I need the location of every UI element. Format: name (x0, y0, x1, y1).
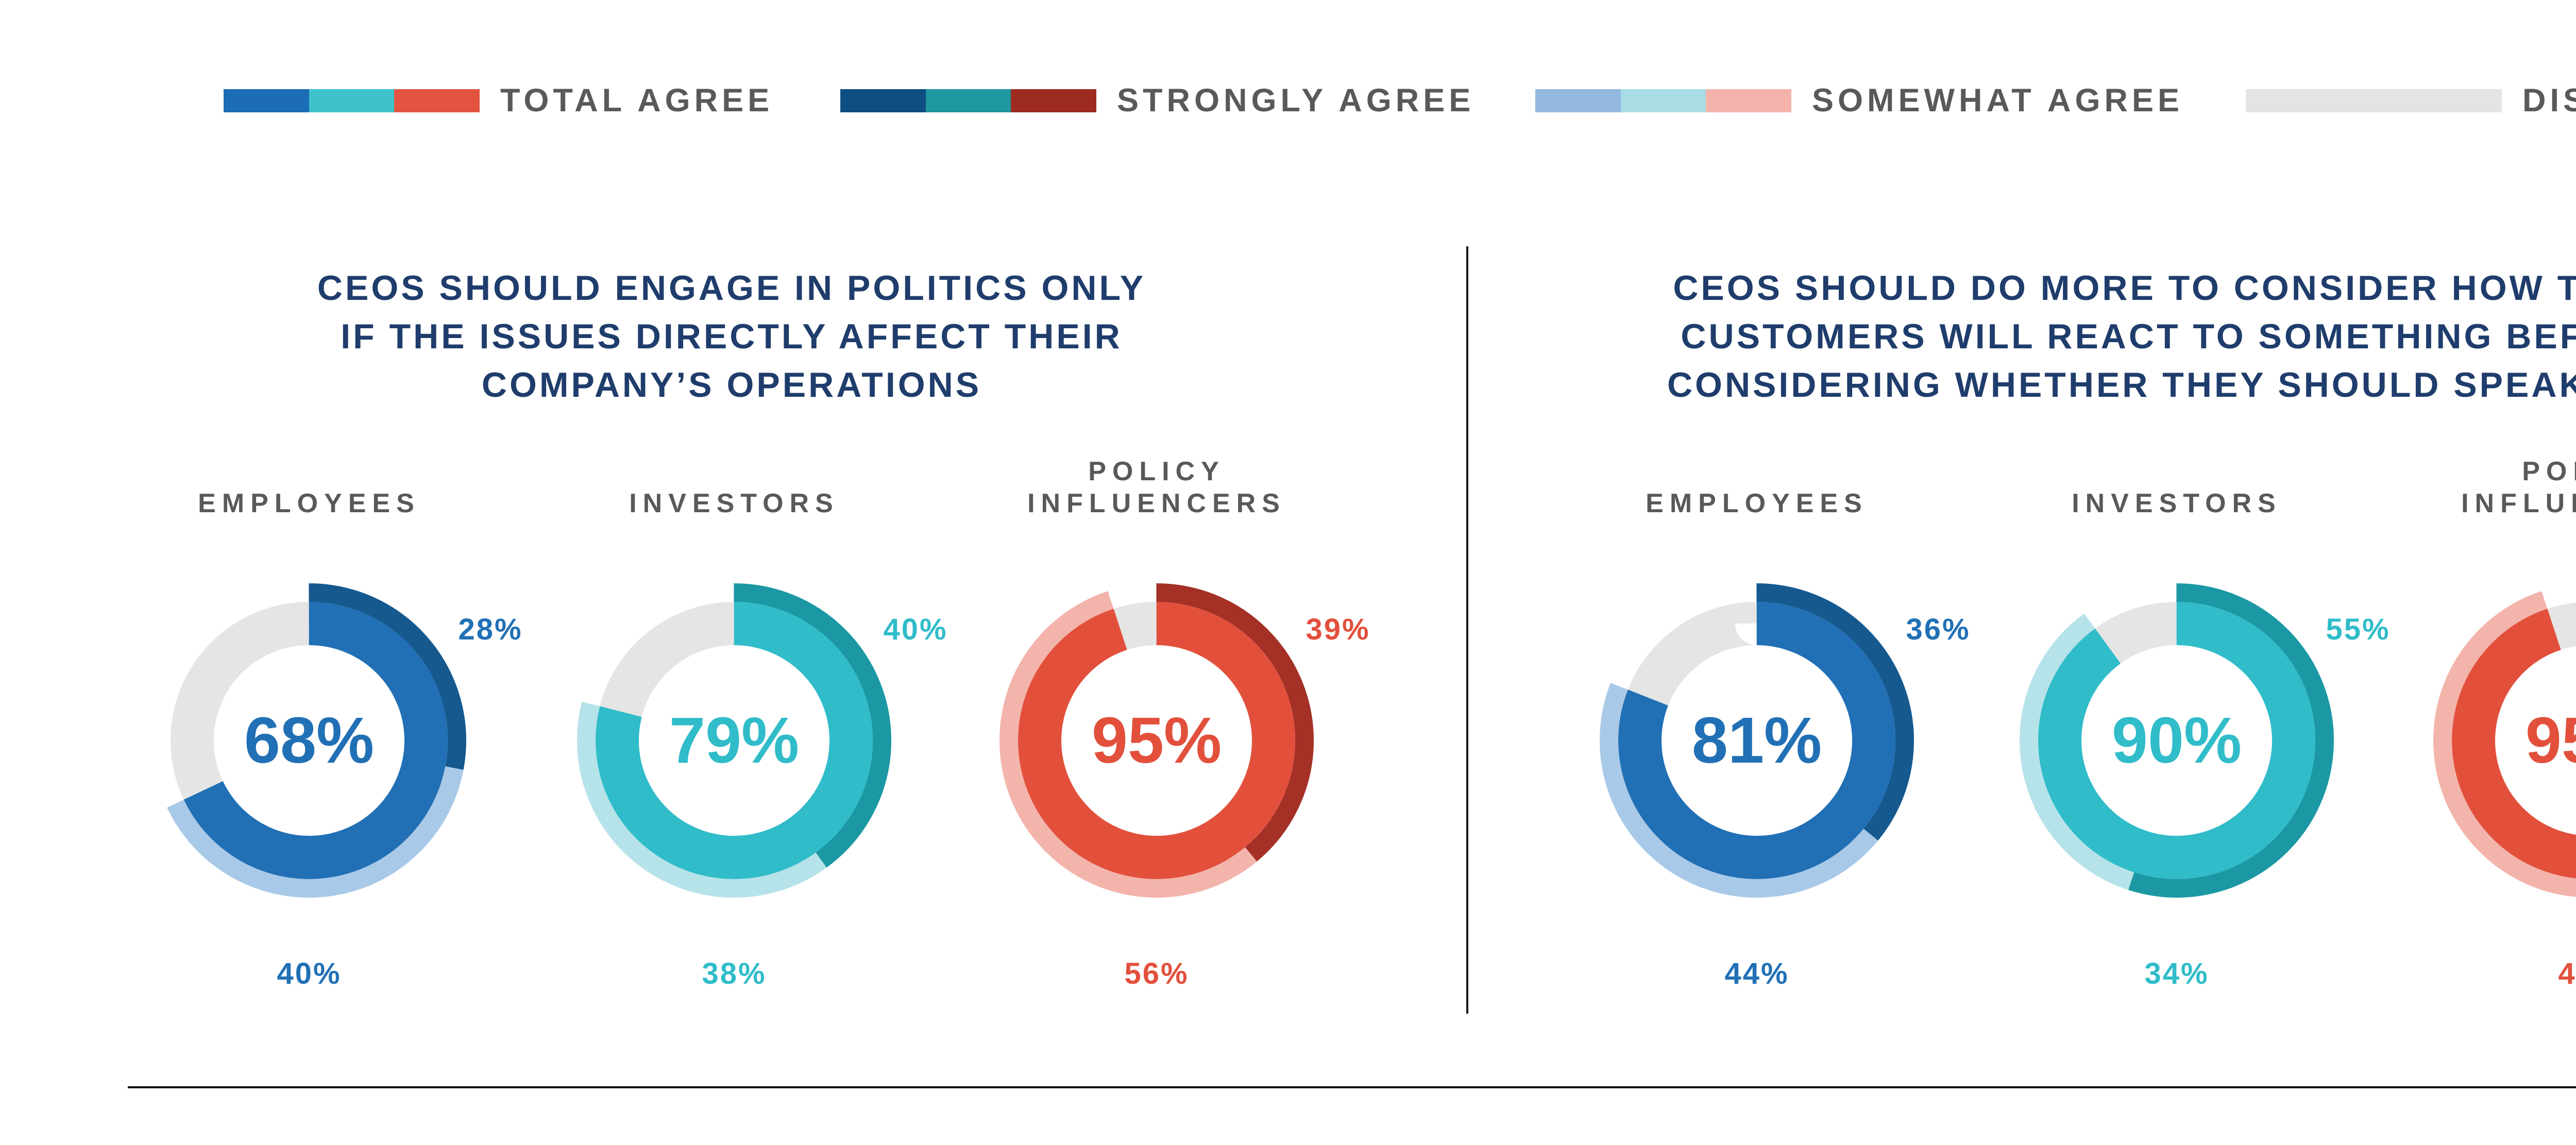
donut-customers-investors: INVESTORS 90% 55% 34% (1996, 0, 2389, 1145)
total-agree-arc (2038, 602, 2315, 879)
swatch-segment (1011, 89, 1097, 112)
donut-politics-policy-influencers: POLICY INFLUENCERS 95% 39% 56% (976, 0, 1369, 1145)
legend-swatch-total-agree (224, 89, 480, 112)
audience-label: POLICY INFLUENCERS (976, 428, 1337, 519)
right-panel-title: CEOS SHOULD DO MORE TO CONSIDER HOW THEI… (1530, 264, 2576, 409)
swatch-segment (224, 89, 309, 112)
donut-chart (2433, 583, 2576, 898)
audience-label: EMPLOYEES (1577, 428, 1937, 519)
total-agree-arc (171, 602, 448, 879)
total-agree-value: 79% (669, 704, 800, 777)
strongly-agree-value: 55% (2326, 613, 2391, 646)
audience-label: INVESTORS (1996, 428, 2357, 519)
legend-swatch-somewhat-agree (1535, 89, 1792, 112)
donut-chart (999, 583, 1314, 898)
swatch-segment (1535, 89, 1621, 112)
somewhat-agree-arc (577, 583, 891, 898)
strongly-agree-value: 28% (458, 613, 523, 646)
audience-label-line: INVESTORS (2072, 489, 2282, 518)
strongly-agree-value: 36% (1906, 613, 1971, 646)
title-line: IF THE ISSUES DIRECTLY AFFECT THEIR (341, 317, 1123, 356)
left-panel-title: CEOS SHOULD ENGAGE IN POLITICS ONLY IF T… (88, 264, 1376, 409)
audience-label: INVESTORS (554, 428, 914, 519)
total-agree-value: 81% (1691, 704, 1822, 777)
strongly-agree-value: 39% (1306, 613, 1370, 646)
audience-label-line: POLICY (2522, 457, 2576, 486)
somewhat-agree-arc (2020, 583, 2334, 898)
swatch-segment (2416, 89, 2502, 112)
donut-chart (152, 583, 466, 898)
audience-label-line: INVESTORS (629, 489, 839, 518)
legend-swatch-strongly-agree (840, 89, 1097, 112)
legend-label: TOTAL AGREE (500, 82, 774, 119)
strongly-agree-value: 40% (883, 613, 948, 646)
bottom-rule (128, 1086, 2576, 1088)
strongly-agree-arc (577, 583, 891, 898)
somewhat-agree-value: 40% (277, 957, 342, 990)
total-agree-arc (1018, 602, 1295, 879)
somewhat-agree-arc (1600, 583, 1914, 898)
audience-label-line: INFLUENCERS (2461, 489, 2576, 518)
legend-swatch-disagree (2246, 89, 2502, 112)
panel-divider (1466, 246, 1468, 1014)
somewhat-agree-arc (152, 583, 466, 898)
audience-label-line: EMPLOYEES (1646, 489, 1868, 518)
swatch-segment (1706, 89, 1792, 112)
donut-politics-employees: EMPLOYEES 68% 28% 40% (129, 0, 521, 1145)
total-agree-value: 90% (2111, 704, 2242, 777)
strongly-agree-arc (152, 583, 466, 898)
audience-label: EMPLOYEES (129, 428, 489, 519)
audience-label-line: EMPLOYEES (198, 489, 420, 518)
audience-label-line: INFLUENCERS (1027, 489, 1286, 518)
somewhat-agree-value: 34% (2144, 957, 2209, 990)
title-line: CEOS SHOULD ENGAGE IN POLITICS ONLY (317, 268, 1146, 308)
somewhat-agree-value: 56% (1124, 957, 1189, 990)
strongly-agree-arc (2020, 583, 2334, 898)
total-agree-value: 95% (1091, 704, 1222, 777)
total-agree-value: 68% (244, 704, 375, 777)
legend-item-strongly-agree: STRONGLY AGREE (840, 82, 1475, 119)
donut-politics-investors: INVESTORS 79% 40% 38% (554, 0, 946, 1145)
somewhat-agree-arc (999, 583, 1314, 898)
legend-label: STRONGLY AGREE (1117, 82, 1475, 119)
total-agree-arc (2452, 602, 2576, 879)
legend-item-disagree: DISAGREE (2246, 82, 2576, 119)
legend-item-somewhat-agree: SOMEWHAT AGREE (1535, 82, 2183, 119)
somewhat-agree-value: 38% (702, 957, 767, 990)
strongly-agree-arc (999, 583, 1314, 898)
somewhat-agree-arc (2433, 583, 2576, 898)
legend-label: DISAGREE (2522, 82, 2576, 119)
donut-customers-employees: EMPLOYEES 81% 36% 44% (1577, 0, 1969, 1145)
donut-chart (577, 583, 891, 898)
audience-label-line: POLICY (1088, 457, 1225, 486)
swatch-segment (925, 89, 1011, 112)
title-line: CUSTOMERS WILL REACT TO SOMETHING BEFORE (1681, 317, 2576, 356)
swatch-segment (2246, 89, 2331, 112)
strongly-agree-arc (1600, 583, 1914, 898)
legend-item-total-agree: TOTAL AGREE (224, 82, 773, 119)
swatch-segment (2331, 89, 2417, 112)
title-line: COMPANY’S OPERATIONS (481, 365, 982, 405)
legend-label: SOMEWHAT AGREE (1812, 82, 2183, 119)
donut-chart (1600, 583, 1914, 898)
title-line: CEOS SHOULD DO MORE TO CONSIDER HOW THEI… (1673, 268, 2576, 308)
swatch-segment (1620, 89, 1706, 112)
audience-label: POLICY INFLUENCERS (2410, 428, 2576, 519)
swatch-segment (394, 89, 480, 112)
somewhat-agree-value: 49% (2558, 957, 2576, 990)
somewhat-agree-value: 44% (1724, 957, 1789, 990)
title-line: CONSIDERING WHETHER THEY SHOULD SPEAK OU… (1667, 365, 2576, 405)
swatch-segment (840, 89, 926, 112)
total-agree-arc (596, 602, 873, 879)
total-agree-value: 95% (2525, 704, 2576, 777)
donut-chart (2020, 583, 2334, 898)
total-agree-arc (1618, 602, 1895, 879)
swatch-segment (309, 89, 395, 112)
